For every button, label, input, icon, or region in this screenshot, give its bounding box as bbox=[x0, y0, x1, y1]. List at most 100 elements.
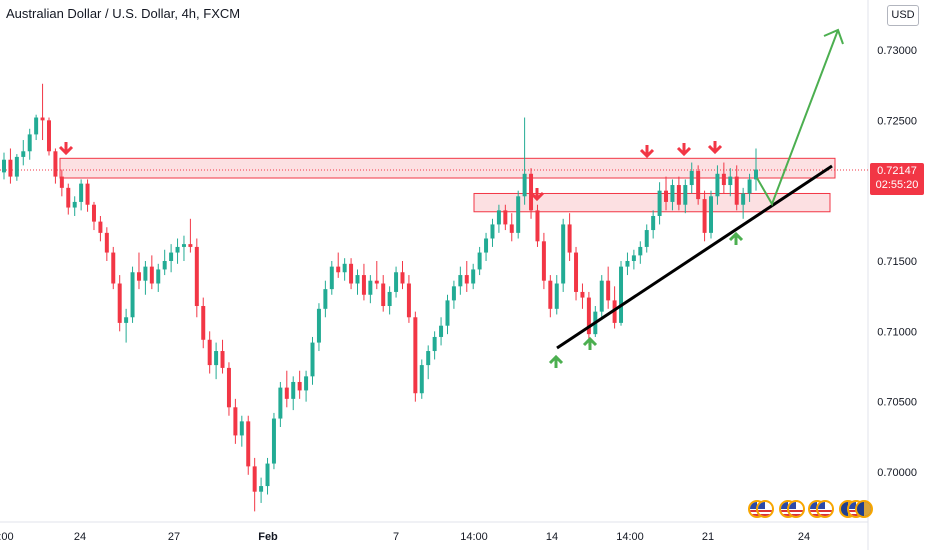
candle-body bbox=[567, 224, 572, 253]
candle-body bbox=[554, 283, 559, 309]
candle-body bbox=[46, 120, 51, 152]
candle-body bbox=[696, 170, 701, 200]
candle-body bbox=[207, 339, 212, 366]
candle-body bbox=[104, 232, 109, 253]
up-arrow-icon bbox=[728, 231, 744, 242]
candle-body bbox=[535, 210, 540, 242]
flag-icon[interactable] bbox=[855, 500, 873, 518]
x-tick-label: :00 bbox=[0, 531, 14, 543]
candle-body bbox=[419, 365, 424, 394]
candle-body bbox=[316, 308, 321, 343]
flag-icon[interactable] bbox=[816, 500, 834, 518]
candle-body bbox=[561, 224, 566, 284]
candle-body bbox=[149, 266, 154, 284]
currency-selector[interactable]: USD bbox=[887, 5, 919, 26]
projection-arrowhead bbox=[823, 28, 844, 45]
candle-body bbox=[683, 185, 688, 205]
candle-body bbox=[670, 185, 675, 202]
candle-body bbox=[741, 193, 746, 205]
candle-body bbox=[413, 317, 418, 394]
candle-body bbox=[445, 300, 450, 326]
candle-body bbox=[625, 261, 630, 267]
candle-body bbox=[130, 272, 135, 318]
resistance-zone bbox=[59, 157, 836, 179]
candle-body bbox=[323, 289, 328, 309]
candle-body bbox=[8, 159, 13, 177]
candle-body bbox=[580, 291, 585, 298]
down-arrow-icon bbox=[639, 148, 655, 159]
candle-body bbox=[278, 387, 283, 419]
candle-body bbox=[72, 201, 77, 208]
flag-icon[interactable] bbox=[756, 500, 774, 518]
x-tick-label: 27 bbox=[168, 531, 180, 543]
candle-body bbox=[239, 421, 244, 436]
y-tick-label: 0.73000 bbox=[877, 45, 917, 57]
candle-body bbox=[79, 183, 84, 202]
candle-body bbox=[304, 376, 309, 391]
candle-body bbox=[541, 241, 546, 281]
candle-body bbox=[85, 183, 90, 205]
x-axis-ticks: :00 24 27 Feb 7 14:00 14 14:00 21 24 bbox=[0, 531, 810, 543]
candle-body bbox=[355, 275, 360, 284]
candle-body bbox=[21, 151, 26, 157]
candle-body bbox=[259, 486, 264, 492]
candle-body bbox=[529, 173, 534, 211]
candle-body bbox=[458, 275, 463, 287]
x-tick-label: 21 bbox=[702, 531, 714, 543]
candle-body bbox=[657, 190, 662, 216]
candle-body bbox=[124, 317, 129, 323]
candle-body bbox=[574, 252, 579, 292]
candle-body bbox=[516, 196, 521, 233]
candle-body bbox=[503, 210, 508, 225]
candle-body bbox=[664, 190, 669, 202]
candle-body bbox=[548, 280, 553, 309]
x-tick-label: 24 bbox=[74, 531, 86, 543]
flag-icon[interactable] bbox=[787, 500, 805, 518]
y-tick-label: 0.70000 bbox=[877, 467, 917, 479]
candle-body bbox=[747, 179, 752, 194]
candle-body bbox=[329, 266, 334, 290]
candle-body bbox=[709, 196, 714, 233]
candle-body bbox=[98, 221, 103, 233]
candle-body bbox=[342, 263, 347, 273]
candle-body bbox=[336, 266, 341, 273]
bar-countdown-label: 02:55:20 bbox=[875, 179, 919, 191]
candle-body bbox=[246, 421, 251, 467]
candle-body bbox=[34, 117, 39, 135]
candle-body bbox=[522, 173, 527, 197]
candle-body bbox=[484, 238, 489, 253]
candle-body bbox=[606, 280, 611, 301]
zones-layer bbox=[0, 157, 868, 213]
candle-body bbox=[349, 263, 354, 284]
candle-body bbox=[477, 252, 482, 270]
current-price-tag: 0.72147 02:55:20 bbox=[870, 163, 924, 195]
candle-body bbox=[432, 336, 437, 352]
candle-body bbox=[599, 280, 604, 312]
candle-body bbox=[201, 306, 206, 340]
candle-body bbox=[59, 176, 64, 188]
candle-body bbox=[162, 261, 167, 270]
candle-body bbox=[233, 407, 238, 436]
candle-body bbox=[394, 272, 399, 292]
candle-body bbox=[40, 117, 45, 121]
down-arrow-icon bbox=[529, 191, 545, 202]
candle-body bbox=[586, 297, 591, 335]
ascending-trendline bbox=[556, 164, 833, 350]
candle-body bbox=[136, 272, 141, 281]
candle-body bbox=[91, 204, 96, 222]
current-price-label: 0.72147 bbox=[877, 165, 917, 177]
candle-body bbox=[439, 325, 444, 337]
candle-body bbox=[728, 176, 733, 186]
down-arrow-icon bbox=[58, 145, 74, 156]
candle-body bbox=[490, 224, 495, 239]
candle-body bbox=[66, 187, 71, 208]
candle-body bbox=[265, 463, 270, 487]
candle-body bbox=[214, 351, 219, 366]
candle-body bbox=[111, 252, 116, 284]
candle-body bbox=[471, 269, 476, 284]
candle-body bbox=[181, 244, 186, 247]
y-tick-label: 0.72500 bbox=[877, 115, 917, 127]
chart-title: Australian Dollar / U.S. Dollar, 4h, FXC… bbox=[6, 6, 241, 21]
candle-body bbox=[310, 342, 315, 377]
